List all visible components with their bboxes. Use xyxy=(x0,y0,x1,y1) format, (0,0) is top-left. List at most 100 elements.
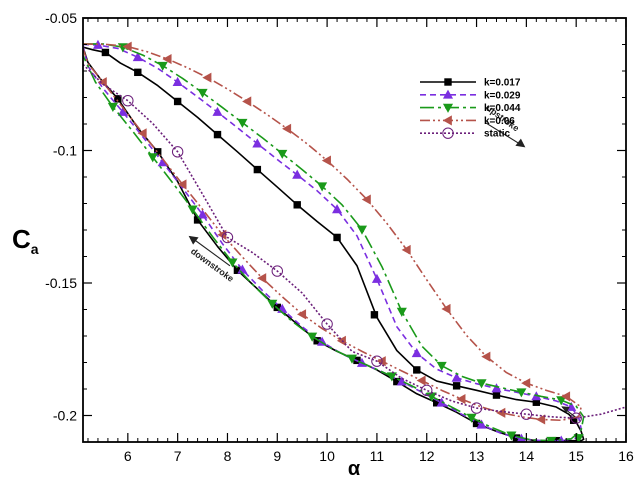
series-5-point xyxy=(171,146,184,158)
series-4-point xyxy=(481,351,491,362)
series-4-point xyxy=(257,273,267,284)
series-3-point xyxy=(346,354,358,364)
legend-swatch-marker xyxy=(442,103,454,113)
series-3-point xyxy=(356,225,368,235)
series-3-point xyxy=(237,118,248,128)
series-5-point xyxy=(520,408,533,420)
series-4-point xyxy=(416,375,426,386)
legend-swatch-marker xyxy=(442,115,452,126)
series-1-point xyxy=(213,130,222,139)
series-4-point xyxy=(122,41,132,52)
series-4-point xyxy=(202,72,212,83)
series-line-3 xyxy=(83,43,585,442)
x-tick-label: 13 xyxy=(469,448,485,464)
series-5-point xyxy=(221,231,234,244)
series-3-point xyxy=(506,431,517,441)
downstroke-arrow-head xyxy=(188,235,199,245)
series-1-point xyxy=(114,95,122,103)
legend-swatch-marker xyxy=(442,127,454,139)
series-5-point xyxy=(271,265,283,277)
series-5-point xyxy=(122,94,134,107)
x-tick-label: 8 xyxy=(224,448,232,464)
series-3-point xyxy=(436,361,447,371)
x-tick-label: 15 xyxy=(568,448,584,464)
series-1-point xyxy=(293,201,301,209)
series-3-point xyxy=(197,88,208,98)
series-3-point xyxy=(476,379,487,389)
series-2-point xyxy=(197,209,208,219)
series-4-point xyxy=(456,394,466,405)
series-1-point xyxy=(413,366,421,374)
upstroke-arrow-line xyxy=(485,122,525,147)
series-line-5 xyxy=(83,63,626,419)
series-3-point xyxy=(396,307,407,317)
series-5-point xyxy=(470,402,483,414)
series-5-point xyxy=(371,355,383,367)
series-3-point xyxy=(267,299,278,309)
series-2-point xyxy=(371,273,382,283)
series-4-point xyxy=(536,414,546,425)
legend-swatch-marker xyxy=(444,78,452,86)
legend-label: k=0.044 xyxy=(484,103,521,114)
series-5 xyxy=(83,63,626,424)
series-2-point xyxy=(292,169,303,179)
series-4 xyxy=(83,41,582,425)
series-3-point xyxy=(466,413,477,423)
legend-label: k=0.017 xyxy=(484,78,521,89)
series-4-point xyxy=(282,123,292,134)
y-axis-title-subscript: a xyxy=(31,241,39,257)
series-1-point xyxy=(492,391,501,399)
series-2-point xyxy=(476,419,487,429)
series-4-point xyxy=(521,378,531,389)
series-1-point xyxy=(370,311,379,319)
series-3-point xyxy=(317,182,328,192)
y-axis-title-main: C xyxy=(12,224,31,254)
series-4-point xyxy=(560,391,571,402)
x-tick-label: 6 xyxy=(124,448,132,464)
y-tick-label: -0.1 xyxy=(53,143,77,159)
legend-swatch-marker xyxy=(442,89,454,99)
legend-item: static xyxy=(420,127,511,140)
turn-arrow-head xyxy=(561,406,570,413)
legend-label: k=0.06 xyxy=(484,116,515,127)
series-3-point xyxy=(157,61,168,71)
series-3-point xyxy=(546,436,557,442)
y-tick-label: -0.05 xyxy=(45,10,77,26)
series-4-point xyxy=(401,244,411,255)
series-2-point xyxy=(252,138,263,148)
legend-item: k=0.017 xyxy=(420,78,521,89)
legend-item: k=0.029 xyxy=(420,89,521,101)
series-2-point xyxy=(396,376,407,386)
series-4-point xyxy=(441,303,451,315)
series-4-point xyxy=(336,335,346,346)
axes-layer: 6 7 8 9 10 11 12 13 14 15 16 -0.05 -0.1 -0.15 -0.2 α Ca xyxy=(12,10,634,480)
y-tick-label: -0.2 xyxy=(53,408,77,424)
series-3-point xyxy=(187,205,198,215)
series-5-point xyxy=(321,318,333,330)
series-4-point xyxy=(361,194,371,205)
legend-item: k=0.06 xyxy=(420,115,515,127)
series-3-point xyxy=(307,332,318,342)
x-axis-title: α xyxy=(348,458,361,480)
series-5-point xyxy=(570,412,582,424)
series-2-point xyxy=(451,372,462,382)
upstroke-arrow-head xyxy=(515,138,526,148)
series-4-point xyxy=(177,179,187,190)
x-tick-label: 11 xyxy=(370,448,385,464)
series-2-point xyxy=(117,106,128,116)
legend-item: k=0.044 xyxy=(420,103,521,114)
series-1-point xyxy=(333,233,341,242)
series-3-point xyxy=(277,149,288,159)
series-2-point xyxy=(172,76,183,86)
series-1-point xyxy=(173,97,182,106)
x-tick-label: 7 xyxy=(174,448,182,464)
y-tick-label: -0.15 xyxy=(45,275,77,291)
y-axis-title: Ca xyxy=(12,224,39,257)
series-1-point xyxy=(253,165,262,174)
series-4-point xyxy=(137,128,147,139)
series-line-4 xyxy=(83,43,582,422)
series-4-point xyxy=(97,77,107,88)
